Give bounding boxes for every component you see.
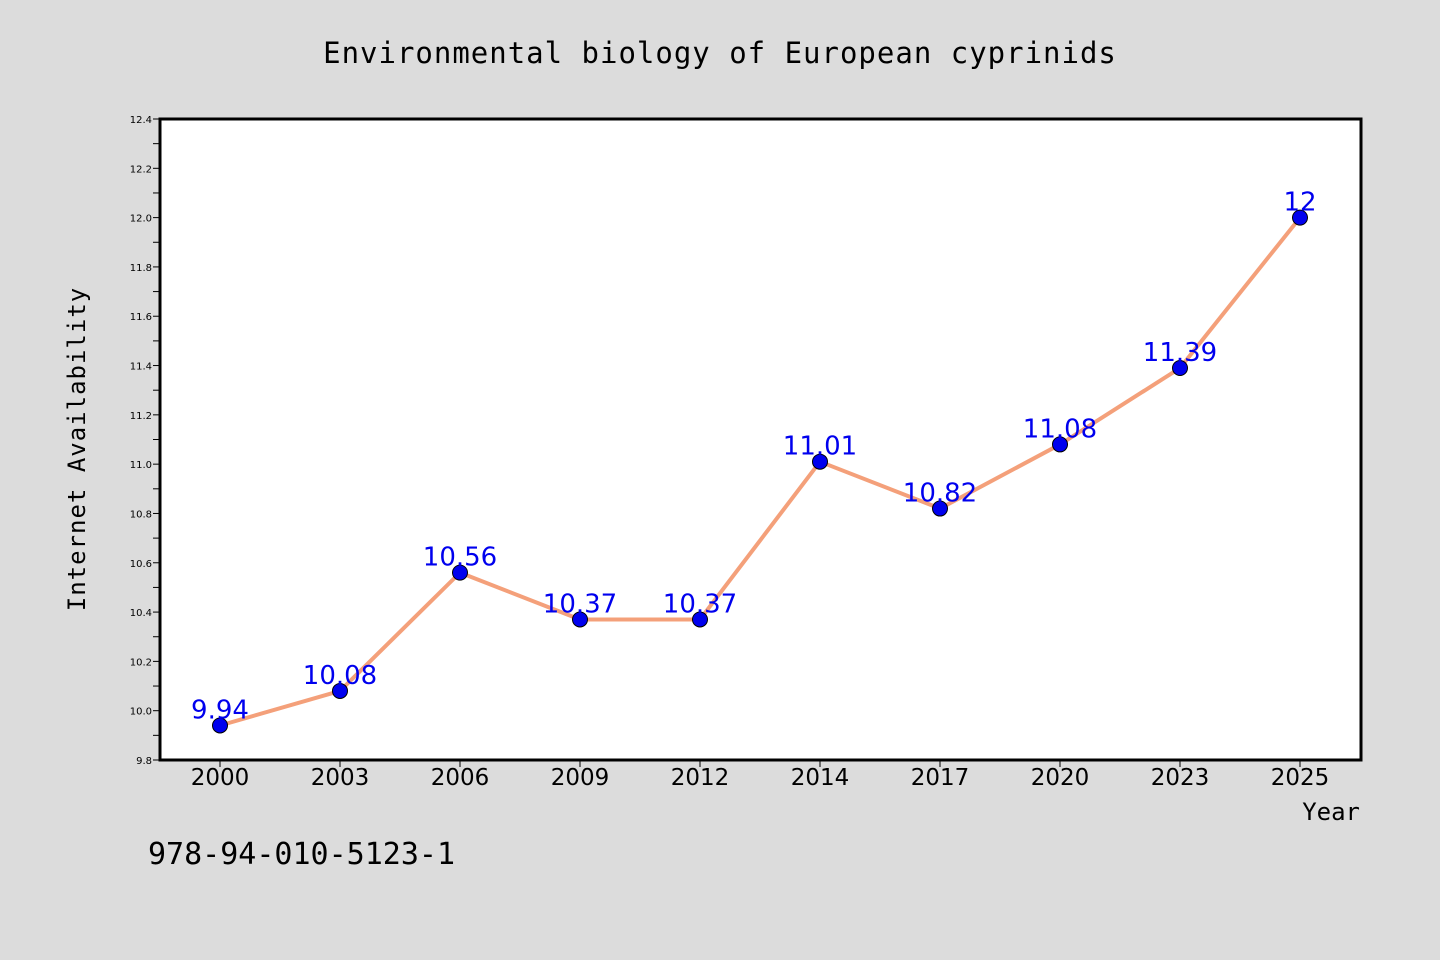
x-tick-label: 2023 xyxy=(1151,765,1210,791)
data-label: 11.01 xyxy=(783,432,857,462)
y-tick-label: 10.2 xyxy=(130,657,152,668)
data-point xyxy=(572,611,588,628)
x-axis: 2000 2003 2006 2009 2012 2014 2017 2020 2023 2025 xyxy=(191,760,1330,791)
data-label: 9.94 xyxy=(191,695,249,725)
x-tick-label: 2000 xyxy=(191,765,250,791)
data-label: 10.56 xyxy=(423,543,497,573)
y-tick-label: 10.0 xyxy=(130,707,152,718)
y-tick-label: 11.2 xyxy=(130,411,152,422)
data-point xyxy=(692,611,708,628)
y-tick-label: 12.4 xyxy=(130,115,152,126)
x-tick-label: 2020 xyxy=(1031,765,1090,791)
x-tick-label: 2006 xyxy=(431,765,490,791)
series-line xyxy=(218,215,1302,728)
series-layer: 9.94 10.08 10.56 10.37 10.37 11.01 10.82 11.08 1… xyxy=(191,188,1317,734)
data-label: 10.08 xyxy=(303,661,377,691)
data-point xyxy=(1052,436,1068,453)
data-label: 11.08 xyxy=(1023,414,1097,444)
data-point xyxy=(452,564,468,581)
chart-title: Environmental biology of European cyprin… xyxy=(323,36,1117,70)
data-label: 10.82 xyxy=(903,479,977,509)
y-tick-label: 10.4 xyxy=(130,608,152,619)
y-axis-label: Internet Availability xyxy=(63,287,91,611)
isbn-annotation: 978-94-010-5123-1 xyxy=(148,837,455,872)
data-label: 10.37 xyxy=(663,589,737,619)
y-tick-label: 10.6 xyxy=(130,559,152,570)
x-tick-label: 2009 xyxy=(551,765,610,791)
x-axis-label: Year xyxy=(1302,798,1360,826)
y-tick-label: 11.0 xyxy=(130,460,152,471)
data-label: 12 xyxy=(1283,188,1316,218)
x-tick-label: 2014 xyxy=(791,765,850,791)
data-label: 11.39 xyxy=(1143,338,1217,368)
y-tick-label: 12.2 xyxy=(130,164,152,175)
y-tick-label: 11.8 xyxy=(130,263,152,274)
y-tick-label: 10.8 xyxy=(130,509,152,520)
y-tick-label: 11.4 xyxy=(130,362,152,373)
data-label: 10.37 xyxy=(543,589,617,619)
plot-area xyxy=(158,117,1363,762)
data-point xyxy=(812,453,828,470)
data-point xyxy=(212,717,228,734)
data-point xyxy=(332,682,348,699)
data-point xyxy=(1292,209,1308,226)
y-tick-label: 11.6 xyxy=(130,312,152,323)
data-point xyxy=(932,500,948,517)
x-tick-label: 2017 xyxy=(911,765,970,791)
data-point xyxy=(1172,360,1188,377)
x-tick-label: 2025 xyxy=(1271,765,1330,791)
y-axis: 9.8 10.0 10.2 10.4 10.6 10.8 11.0 11.2 11.4 11.6 1… xyxy=(130,115,160,767)
x-tick-label: 2003 xyxy=(311,765,370,791)
y-tick-label: 9.8 xyxy=(136,756,152,767)
y-tick-label: 12.0 xyxy=(130,214,152,225)
x-tick-label: 2012 xyxy=(671,765,730,791)
